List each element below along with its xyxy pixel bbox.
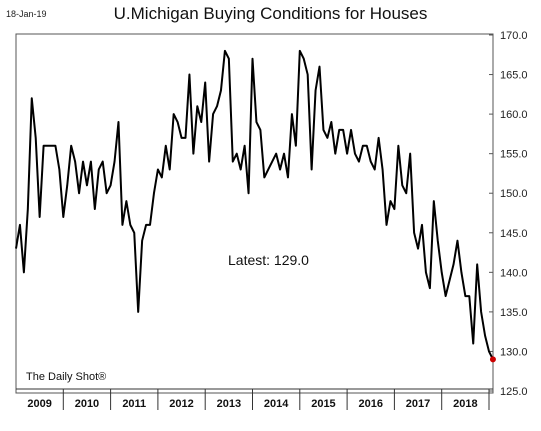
- y-tick-label: 160.0: [500, 109, 528, 121]
- y-tick-label: 165.0: [500, 70, 528, 82]
- x-tick-label: 2018: [453, 398, 477, 410]
- y-tick-label: 125.0: [500, 386, 528, 398]
- latest-annotation: Latest: 129.0: [228, 252, 309, 268]
- y-tick-label: 145.0: [500, 228, 528, 240]
- latest-marker: [489, 356, 496, 363]
- x-tick-label: 2011: [122, 398, 146, 410]
- y-tick-label: 135.0: [500, 307, 528, 319]
- x-tick-label: 2017: [406, 398, 430, 410]
- x-tick-label: 2010: [75, 398, 99, 410]
- y-tick-label: 155.0: [500, 149, 528, 161]
- source-label: The Daily Shot®: [26, 371, 106, 383]
- x-tick-label: 2015: [311, 398, 335, 410]
- date-stamp: 18-Jan-19: [6, 9, 47, 19]
- y-axis: 125.0 130.0 135.0 140.0 145.0 150.0 155.0 160.0…: [489, 30, 528, 398]
- y-tick-label: 170.0: [500, 30, 528, 42]
- series-line: [15, 49, 494, 360]
- x-tick-label: 2016: [359, 398, 383, 410]
- x-tick-label: 2009: [27, 398, 51, 410]
- x-tick-label: 2013: [217, 398, 241, 410]
- y-tick-label: 150.0: [500, 188, 528, 200]
- y-tick-label: 130.0: [500, 346, 528, 358]
- x-tick-label: 2012: [169, 398, 193, 410]
- chart-title: U.Michigan Buying Conditions for Houses: [113, 4, 428, 23]
- y-tick-label: 140.0: [500, 267, 528, 279]
- x-axis: 2009 2010 2011 2012 2013 2014 2015 2016 2017 2018: [16, 388, 493, 410]
- x-tick-label: 2014: [264, 398, 289, 410]
- plot-frame: [15, 33, 494, 394]
